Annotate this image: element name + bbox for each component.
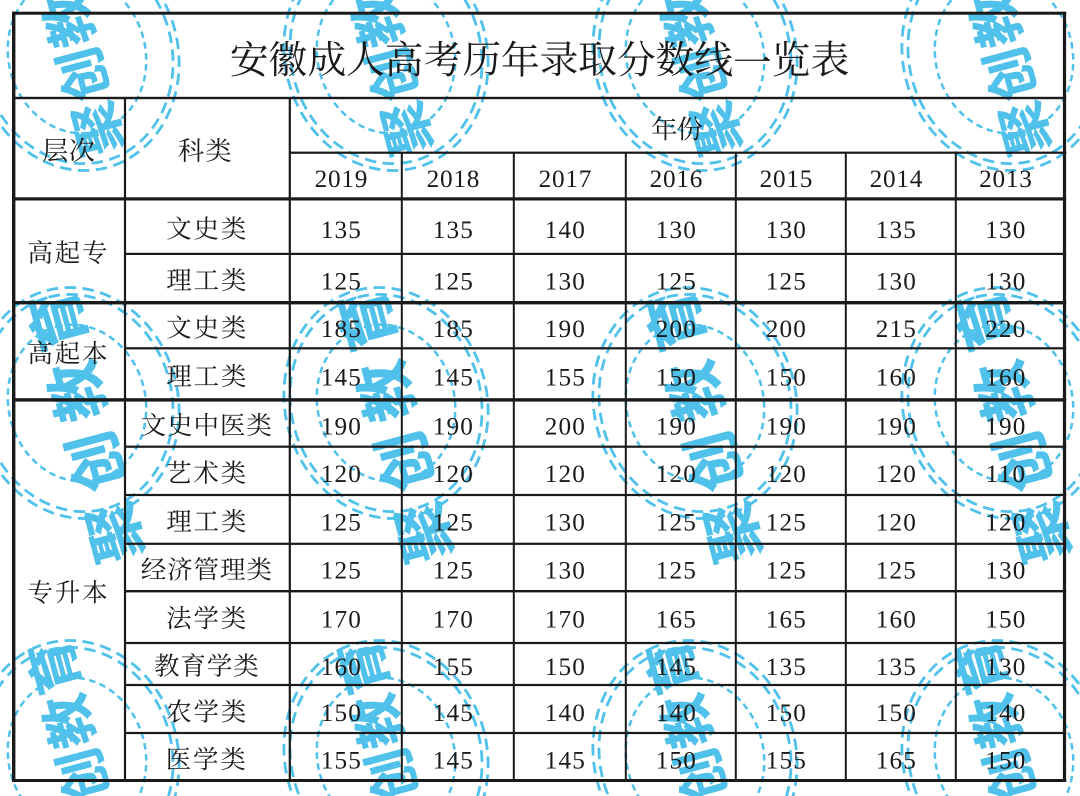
svg-text:150: 150 (545, 654, 586, 681)
svg-text:125: 125 (876, 558, 917, 585)
svg-text:120: 120 (876, 510, 917, 537)
svg-text:125: 125 (321, 558, 362, 585)
svg-text:140: 140 (656, 700, 697, 727)
svg-text:150: 150 (766, 700, 807, 727)
svg-text:135: 135 (876, 654, 917, 681)
svg-text:125: 125 (321, 268, 362, 295)
svg-text:160: 160 (876, 364, 917, 391)
svg-text:130: 130 (656, 217, 697, 244)
svg-text:160: 160 (985, 364, 1026, 391)
svg-text:2016: 2016 (650, 166, 704, 193)
svg-text:120: 120 (985, 510, 1026, 537)
svg-text:150: 150 (321, 700, 362, 727)
svg-text:125: 125 (656, 558, 697, 585)
svg-text:135: 135 (433, 217, 474, 244)
svg-text:160: 160 (876, 606, 917, 633)
svg-text:145: 145 (545, 747, 586, 774)
svg-text:150: 150 (656, 364, 697, 391)
svg-text:125: 125 (766, 510, 807, 537)
svg-text:2014: 2014 (870, 166, 924, 193)
svg-text:215: 215 (876, 316, 917, 343)
svg-text:120: 120 (433, 461, 474, 488)
svg-text:185: 185 (321, 316, 362, 343)
svg-text:135: 135 (321, 217, 362, 244)
svg-text:140: 140 (545, 217, 586, 244)
svg-text:190: 190 (433, 413, 474, 440)
svg-text:125: 125 (656, 268, 697, 295)
svg-text:145: 145 (433, 747, 474, 774)
svg-text:125: 125 (656, 510, 697, 537)
svg-text:165: 165 (876, 747, 917, 774)
svg-text:155: 155 (766, 747, 807, 774)
svg-text:190: 190 (656, 413, 697, 440)
svg-text:140: 140 (545, 700, 586, 727)
svg-text:2018: 2018 (427, 166, 481, 193)
svg-text:150: 150 (985, 747, 1026, 774)
svg-text:155: 155 (545, 364, 586, 391)
svg-text:2017: 2017 (539, 166, 593, 193)
svg-text:125: 125 (433, 558, 474, 585)
svg-text:170: 170 (321, 606, 362, 633)
svg-text:190: 190 (876, 413, 917, 440)
svg-text:130: 130 (985, 217, 1026, 244)
svg-text:190: 190 (985, 413, 1026, 440)
svg-text:190: 190 (545, 316, 586, 343)
svg-text:135: 135 (766, 654, 807, 681)
svg-text:140: 140 (985, 700, 1026, 727)
svg-text:130: 130 (545, 558, 586, 585)
svg-text:200: 200 (656, 316, 697, 343)
svg-text:2019: 2019 (315, 166, 369, 193)
svg-text:190: 190 (321, 413, 362, 440)
svg-text:150: 150 (985, 606, 1026, 633)
svg-text:2015: 2015 (760, 166, 814, 193)
svg-text:185: 185 (433, 316, 474, 343)
svg-text:190: 190 (766, 413, 807, 440)
svg-text:170: 170 (433, 606, 474, 633)
svg-text:150: 150 (876, 700, 917, 727)
svg-text:125: 125 (433, 268, 474, 295)
svg-text:130: 130 (545, 510, 586, 537)
svg-text:130: 130 (545, 268, 586, 295)
svg-text:120: 120 (656, 461, 697, 488)
svg-text:155: 155 (433, 654, 474, 681)
svg-text:120: 120 (876, 461, 917, 488)
svg-text:120: 120 (766, 461, 807, 488)
svg-text:120: 120 (321, 461, 362, 488)
svg-text:130: 130 (985, 268, 1026, 295)
svg-text:200: 200 (766, 316, 807, 343)
svg-text:145: 145 (433, 700, 474, 727)
svg-text:130: 130 (985, 654, 1026, 681)
svg-text:150: 150 (656, 747, 697, 774)
svg-text:125: 125 (766, 268, 807, 295)
svg-text:130: 130 (766, 217, 807, 244)
svg-text:155: 155 (321, 747, 362, 774)
svg-text:165: 165 (766, 606, 807, 633)
svg-text:145: 145 (433, 364, 474, 391)
svg-text:120: 120 (545, 461, 586, 488)
svg-text:2013: 2013 (979, 166, 1033, 193)
svg-text:150: 150 (766, 364, 807, 391)
svg-text:145: 145 (656, 654, 697, 681)
svg-text:200: 200 (545, 413, 586, 440)
svg-text:110: 110 (986, 461, 1026, 488)
svg-text:130: 130 (876, 268, 917, 295)
svg-text:165: 165 (656, 606, 697, 633)
svg-text:170: 170 (545, 606, 586, 633)
svg-text:130: 130 (985, 558, 1026, 585)
svg-text:220: 220 (985, 316, 1026, 343)
svg-text:125: 125 (321, 510, 362, 537)
svg-text:125: 125 (433, 510, 474, 537)
svg-text:160: 160 (321, 654, 362, 681)
svg-text:135: 135 (876, 217, 917, 244)
svg-text:125: 125 (766, 558, 807, 585)
svg-text:145: 145 (321, 364, 362, 391)
